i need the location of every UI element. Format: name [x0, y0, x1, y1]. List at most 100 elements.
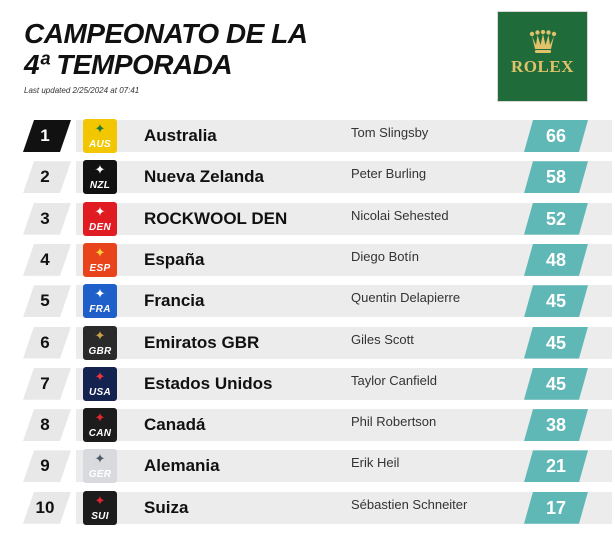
row-background — [76, 326, 612, 359]
team-name: Emiratos GBR — [144, 332, 260, 352]
flag-code: USA — [88, 386, 111, 398]
driver-name: Taylor Canfield — [351, 372, 437, 388]
eagle-icon: ✦ — [94, 368, 106, 384]
bird-icon: ✦ — [94, 244, 106, 260]
team-flag: ✦ ESP — [83, 242, 117, 277]
driver-name: Quentin Delapierre — [351, 290, 461, 306]
team-flag: ✦ GER — [83, 449, 117, 484]
points-value: 45 — [545, 332, 567, 353]
lion-icon: ✦ — [94, 327, 106, 343]
crown-icon — [529, 30, 557, 53]
standings-row[interactable]: 5 ✦ FRA Francia Quentin Delapierre 45 — [0, 283, 615, 319]
driver-name: Nicolai Sehested — [351, 207, 449, 223]
standings-row[interactable]: 6 ✦ GBR Emiratos GBR Giles Scott 45 — [0, 325, 615, 361]
team-name: Estados Unidos — [144, 373, 273, 393]
team-flag: ✦ USA — [83, 366, 117, 401]
standings-row[interactable]: 8 ✦ CAN Canadá Phil Robertson 38 — [0, 407, 615, 443]
row-background — [76, 491, 612, 524]
rolex-logo[interactable]: ROLEX — [497, 11, 588, 102]
team-name: España — [144, 249, 205, 269]
rank-number: 2 — [40, 167, 50, 187]
driver-name: Sébastien Schneiter — [351, 496, 468, 512]
page-title-line-1: CAMPEONATO DE LA — [24, 18, 308, 49]
page-title-line-2: 4ª TEMPORADA — [24, 49, 233, 80]
driver-name: Erik Heil — [351, 455, 400, 471]
kangaroo-icon: ✦ — [94, 121, 106, 136]
points-value: 21 — [545, 456, 567, 477]
rank-number: 10 — [35, 497, 55, 517]
last-updated-text: Last updated 2/25/2024 at 07:41 — [24, 86, 140, 95]
row-background — [76, 161, 612, 194]
team-flag: ✦ DEN — [83, 201, 117, 236]
rank-number: 9 — [40, 456, 50, 476]
flag-code: CAN — [88, 428, 112, 440]
team-name: Nueva Zelanda — [144, 167, 264, 187]
points-badge — [524, 368, 588, 400]
row-background — [76, 367, 612, 400]
team-flag: ✦ AUS — [83, 119, 117, 153]
points-value: 66 — [545, 126, 567, 146]
standings-row[interactable]: 4 ✦ ESP España Diego Botín 48 — [0, 242, 615, 278]
driver-name: Diego Botín — [351, 248, 419, 264]
standings-row[interactable]: 2 ✦ NZL Nueva Zelanda Peter Burling 58 — [0, 159, 615, 195]
rolex-logo-text: ROLEX — [511, 57, 574, 76]
rank-number: 4 — [40, 249, 50, 269]
rank-number: 6 — [40, 332, 50, 352]
team-flag: ✦ NZL — [83, 160, 117, 195]
rank-number: 7 — [40, 373, 50, 393]
points-value: 45 — [545, 291, 567, 312]
row-background — [76, 243, 612, 276]
row-background — [76, 285, 612, 318]
points-value: 38 — [545, 415, 567, 436]
driver-name: Giles Scott — [351, 331, 414, 347]
team-name: Australia — [144, 126, 217, 145]
points-badge — [524, 161, 588, 193]
standings-row[interactable]: 3 ✦ DEN ROCKWOOL DEN Nicolai Sehested 52 — [0, 201, 615, 237]
points-badge — [524, 244, 588, 276]
swirl-icon: ✦ — [94, 203, 106, 219]
points-badge — [524, 327, 588, 359]
rank-number: 3 — [40, 208, 50, 228]
row-background — [76, 202, 612, 235]
points-value: 45 — [545, 373, 567, 394]
team-flag: ✦ FRA — [83, 284, 117, 319]
row-background — [76, 120, 612, 152]
driver-name: Tom Slingsby — [351, 125, 429, 140]
points-badge — [524, 120, 588, 152]
flag-code: GER — [88, 469, 112, 481]
team-name: Alemania — [144, 456, 220, 476]
flag-code: AUS — [88, 139, 111, 150]
points-badge — [524, 409, 588, 441]
team-flag: ✦ GBR — [83, 325, 117, 360]
row-background — [76, 409, 612, 442]
rooster-icon: ✦ — [94, 286, 106, 302]
driver-name: Peter Burling — [351, 166, 427, 182]
points-value: 48 — [545, 249, 567, 270]
maple-leaf-icon: ✦ — [94, 410, 106, 426]
points-badge — [524, 203, 588, 235]
points-value: 17 — [545, 497, 567, 518]
eagle-icon: ✦ — [94, 451, 106, 467]
team-name: Suiza — [144, 497, 189, 517]
standings-row[interactable]: 10 ✦ SUI Suiza Sébastien Schneiter 17 — [0, 490, 615, 526]
fern-icon: ✦ — [94, 162, 106, 178]
row-background — [76, 450, 612, 483]
standings-row[interactable]: 7 ✦ USA Estados Unidos Taylor Canfield 45 — [0, 366, 615, 402]
standings-row[interactable]: 1 ✦ AUS Australia Tom Slingsby 66 — [0, 118, 615, 154]
rank-number: 5 — [40, 291, 50, 311]
flag-code: ESP — [89, 262, 111, 274]
points-badge — [524, 450, 588, 482]
flag-code: DEN — [88, 221, 111, 233]
points-value: 58 — [545, 167, 567, 188]
team-name: Canadá — [144, 415, 206, 435]
rank-number: 8 — [40, 415, 50, 435]
sail-icon: ✦ — [94, 492, 106, 508]
flag-code: SUI — [91, 510, 109, 522]
driver-name: Phil Robertson — [351, 414, 437, 430]
standings-row[interactable]: 9 ✦ GER Alemania Erik Heil 21 — [0, 448, 615, 484]
team-name: Francia — [144, 291, 205, 311]
team-flag: ✦ CAN — [83, 408, 117, 443]
points-badge — [524, 492, 588, 524]
team-name: ROCKWOOL DEN — [144, 208, 288, 228]
page-title: CAMPEONATO DE LA 4ª TEMPORADA — [24, 18, 404, 80]
